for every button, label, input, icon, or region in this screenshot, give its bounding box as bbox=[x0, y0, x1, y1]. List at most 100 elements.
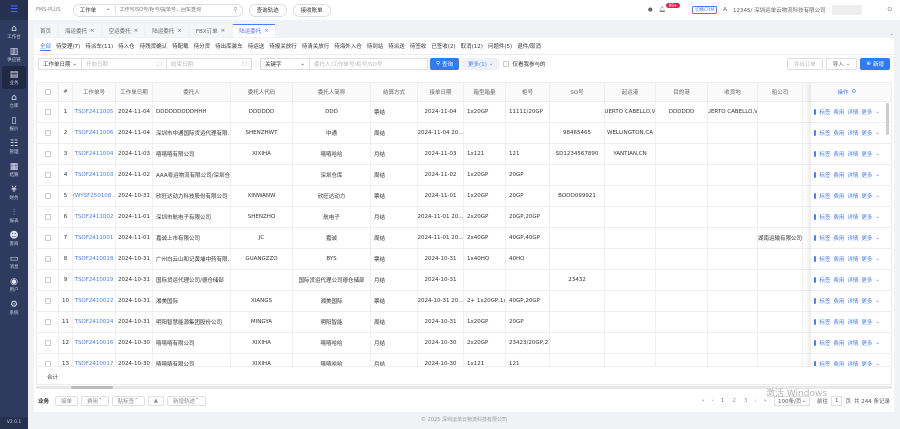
op-0[interactable]: 标签 bbox=[819, 362, 831, 368]
op-1[interactable]: 费用 bbox=[833, 215, 845, 221]
op-0[interactable]: 标签 bbox=[819, 215, 831, 221]
op-1[interactable]: 费用 bbox=[833, 341, 845, 347]
import-button[interactable]: 导入 ⌄ bbox=[825, 58, 858, 70]
op-3[interactable]: 更多 bbox=[861, 257, 873, 263]
vertical-scrollbar[interactable] bbox=[886, 103, 889, 135]
op-0[interactable]: 标签 bbox=[819, 236, 831, 242]
status-tab-10[interactable]: 待清关放行 bbox=[301, 44, 330, 50]
bottom-button-3[interactable]: ▲ bbox=[147, 396, 165, 406]
tab-1[interactable]: 海运委托 × bbox=[59, 24, 101, 37]
message-icon[interactable] bbox=[814, 214, 817, 220]
row-checkbox[interactable] bbox=[44, 298, 51, 304]
message-icon[interactable] bbox=[814, 298, 817, 304]
op-1[interactable]: 费用 bbox=[833, 194, 845, 200]
message-icon[interactable] bbox=[814, 340, 817, 346]
page-3[interactable]: 3 bbox=[743, 398, 748, 404]
search-type-select[interactable]: 工作单 ⌄ bbox=[74, 6, 116, 14]
only-mine-checkbox[interactable] bbox=[503, 61, 510, 67]
op-3[interactable]: 更多 bbox=[861, 131, 873, 137]
sidebar-item-8[interactable]: ⫶ 报表 bbox=[0, 204, 28, 227]
row-checkbox[interactable] bbox=[44, 235, 51, 241]
keyword-input[interactable]: 委托人/工作单号/柜号/SO号 bbox=[310, 58, 428, 70]
order-number-link[interactable]: TSOF2411006 bbox=[73, 123, 116, 143]
op-0[interactable]: 标签 bbox=[819, 257, 831, 263]
op-0[interactable]: 标签 bbox=[819, 341, 831, 347]
op-1[interactable]: 费用 bbox=[833, 299, 845, 305]
row-checkbox[interactable] bbox=[44, 214, 51, 220]
op-0[interactable]: 标签 bbox=[819, 110, 831, 116]
op-2[interactable]: 详情 bbox=[847, 362, 859, 368]
more-filters-button[interactable]: 更多(1) ⌄ bbox=[462, 58, 500, 70]
order-number-link[interactable]: TSOF2411003 bbox=[73, 165, 116, 185]
message-icon[interactable] bbox=[814, 277, 817, 283]
select-all-checkbox[interactable] bbox=[44, 89, 51, 95]
order-number-link[interactable]: TSOF2410017 bbox=[73, 354, 116, 374]
row-checkbox[interactable] bbox=[44, 172, 51, 178]
op-0[interactable]: 标签 bbox=[819, 194, 831, 200]
sidebar-item-7[interactable]: ¥ 财务 bbox=[0, 181, 28, 204]
status-tab-0[interactable]: 全部 bbox=[40, 43, 52, 51]
op-1[interactable]: 费用 bbox=[833, 173, 845, 179]
close-icon[interactable]: × bbox=[133, 27, 139, 34]
row-checkbox[interactable] bbox=[44, 319, 51, 325]
chevron-down-icon[interactable]: ⌄ bbox=[875, 130, 880, 136]
order-number-link[interactable]: TSOF2410024 bbox=[73, 312, 116, 332]
op-0[interactable]: 标签 bbox=[819, 299, 831, 305]
op-0[interactable]: 标签 bbox=[819, 173, 831, 179]
status-tab-4[interactable]: 待残货确认 bbox=[139, 44, 168, 50]
keyword-type-select[interactable]: 关键字 ⌄ bbox=[260, 58, 310, 70]
message-icon[interactable] bbox=[814, 151, 817, 157]
op-1[interactable]: 费用 bbox=[833, 257, 845, 263]
sidebar-item-0[interactable]: ⌂ 工作台 bbox=[0, 20, 28, 43]
chevron-down-icon[interactable]: ⌄ bbox=[875, 361, 880, 367]
status-tab-2[interactable]: 待派车(11) bbox=[85, 44, 114, 50]
receive-bill-button[interactable]: 接收账单 bbox=[292, 3, 331, 17]
op-2[interactable]: 详情 bbox=[847, 299, 859, 305]
chevron-down-icon[interactable]: ⌄ bbox=[875, 193, 880, 199]
chevron-down-icon[interactable]: ⌄ bbox=[875, 277, 880, 283]
status-tab-8[interactable]: 待运送 bbox=[247, 44, 265, 50]
add-button[interactable]: ⊕ 新增 bbox=[860, 58, 890, 70]
message-icon[interactable] bbox=[814, 319, 817, 325]
chevron-down-icon[interactable]: ⌄ bbox=[875, 172, 880, 178]
message-icon[interactable] bbox=[814, 109, 817, 115]
op-3[interactable]: 更多 bbox=[861, 299, 873, 305]
tab-5[interactable]: 陆运委托 × bbox=[233, 24, 275, 37]
op-1[interactable]: 费用 bbox=[833, 362, 845, 368]
sidebar-item-5[interactable]: ☷ 管理 bbox=[0, 135, 28, 158]
start-date-input[interactable]: 开始日期 □ bbox=[82, 58, 167, 70]
status-tab-3[interactable]: 待入仓 bbox=[118, 44, 135, 50]
tab-3[interactable]: 陆运委托 × bbox=[146, 24, 188, 37]
chevron-down-icon[interactable]: ⌄ bbox=[875, 235, 880, 241]
sidebar-item-1[interactable]: ▥ 供应链 bbox=[0, 43, 28, 66]
row-checkbox[interactable] bbox=[44, 130, 51, 136]
op-1[interactable]: 费用 bbox=[833, 278, 845, 284]
op-1[interactable]: 费用 bbox=[833, 320, 845, 326]
avatar[interactable] bbox=[831, 5, 862, 15]
status-tab-11[interactable]: 待海外入仓 bbox=[334, 44, 362, 50]
order-number-link[interactable]: TSOF2411004 bbox=[73, 144, 116, 164]
op-2[interactable]: 详情 bbox=[847, 236, 859, 242]
op-3[interactable]: 更多 bbox=[861, 194, 873, 200]
status-tab-16[interactable]: 取消(12) bbox=[460, 44, 483, 50]
user-icon[interactable]: A bbox=[723, 7, 728, 13]
op-3[interactable]: 更多 bbox=[861, 215, 873, 221]
horizontal-scrollbar[interactable] bbox=[71, 386, 113, 389]
help-icon[interactable]: ● bbox=[647, 7, 653, 13]
row-checkbox[interactable] bbox=[44, 277, 51, 283]
op-3[interactable]: 更多 bbox=[861, 341, 873, 347]
chevron-down-icon[interactable]: ⌄ bbox=[875, 256, 880, 262]
op-3[interactable]: 更多 bbox=[861, 278, 873, 284]
op-0[interactable]: 标签 bbox=[819, 131, 831, 137]
op-3[interactable]: 更多 bbox=[861, 320, 873, 326]
settings-icon[interactable]: ⚙ bbox=[851, 89, 857, 95]
order-number-link[interactable]: TSOF2410019 bbox=[73, 270, 116, 290]
tab-2[interactable]: 空运委托 × bbox=[102, 24, 145, 37]
export-orders-button[interactable]: 导出订单 bbox=[786, 58, 823, 70]
op-0[interactable]: 标签 bbox=[819, 152, 831, 158]
tab-4[interactable]: FBX订单 × bbox=[189, 24, 232, 37]
row-checkbox[interactable] bbox=[44, 109, 51, 115]
search-icon[interactable]: ⚲ bbox=[233, 7, 238, 13]
op-2[interactable]: 详情 bbox=[847, 131, 859, 137]
op-2[interactable]: 详情 bbox=[847, 194, 859, 200]
